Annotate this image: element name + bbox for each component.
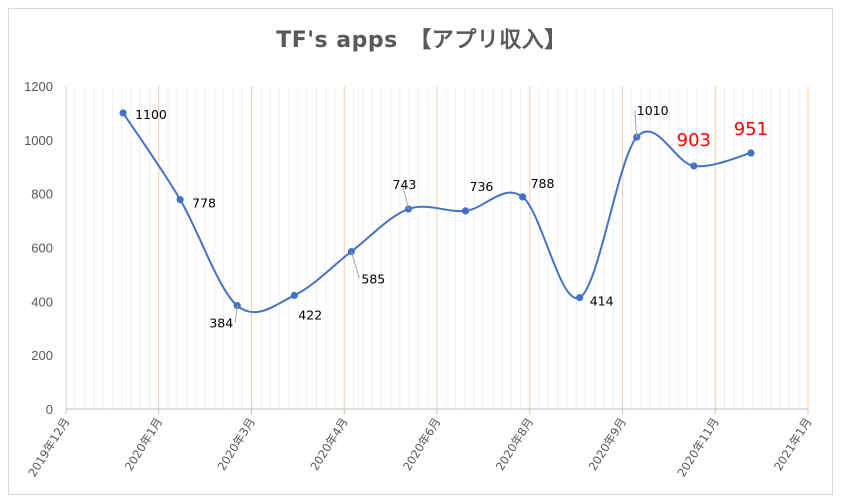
data-label: 422: [298, 307, 322, 322]
data-point: [290, 291, 298, 300]
data-label-leader: [634, 110, 638, 138]
data-point: [119, 109, 127, 117]
y-tick-label: 600: [31, 241, 53, 256]
data-point: [576, 293, 584, 302]
x-tick-label: 2020年1月: [122, 415, 165, 473]
data-label: 778: [192, 196, 216, 211]
y-tick-label: 1000: [24, 133, 53, 148]
data-point: [176, 195, 184, 204]
chart-area: [8, 8, 833, 495]
x-tick-label: 2020年8月: [493, 415, 536, 473]
data-label: 1010: [637, 103, 669, 118]
data-label: 1100: [135, 107, 167, 122]
data-label: 736: [470, 179, 494, 194]
chart-title: TF's apps 【アプリ収入】: [276, 28, 567, 53]
x-tick-label: 2020年3月: [215, 415, 258, 473]
data-point: [690, 162, 698, 170]
x-tick-label: 2021年1月: [771, 415, 814, 473]
y-tick-label: 800: [31, 187, 53, 202]
data-label: 951: [734, 119, 768, 140]
data-label: 788: [531, 176, 555, 191]
data-point: [747, 149, 755, 157]
x-tick-label: 2020年9月: [586, 415, 629, 473]
y-tick-label: 400: [31, 294, 53, 309]
data-label-leader: [350, 251, 360, 279]
data-label: 585: [361, 272, 385, 287]
x-tick-label: 2019年12月: [25, 415, 72, 479]
data-label-leader: [234, 305, 238, 323]
y-tick-label: 0: [46, 402, 53, 417]
data-label: 414: [590, 294, 614, 309]
y-tick-label: 200: [31, 348, 53, 363]
data-label: 743: [393, 177, 417, 192]
x-tick-label: 2020年6月: [400, 415, 443, 473]
y-tick-label: 1200: [24, 79, 53, 94]
x-tick-label: 2020年11月: [674, 415, 721, 479]
x-tick-label: 2020年4月: [307, 415, 350, 473]
data-point: [519, 193, 527, 201]
data-point: [461, 207, 470, 215]
data-label: 903: [677, 130, 711, 151]
data-label-leader: [401, 183, 409, 210]
data-label: 384: [209, 316, 233, 331]
data-point: [633, 133, 641, 141]
